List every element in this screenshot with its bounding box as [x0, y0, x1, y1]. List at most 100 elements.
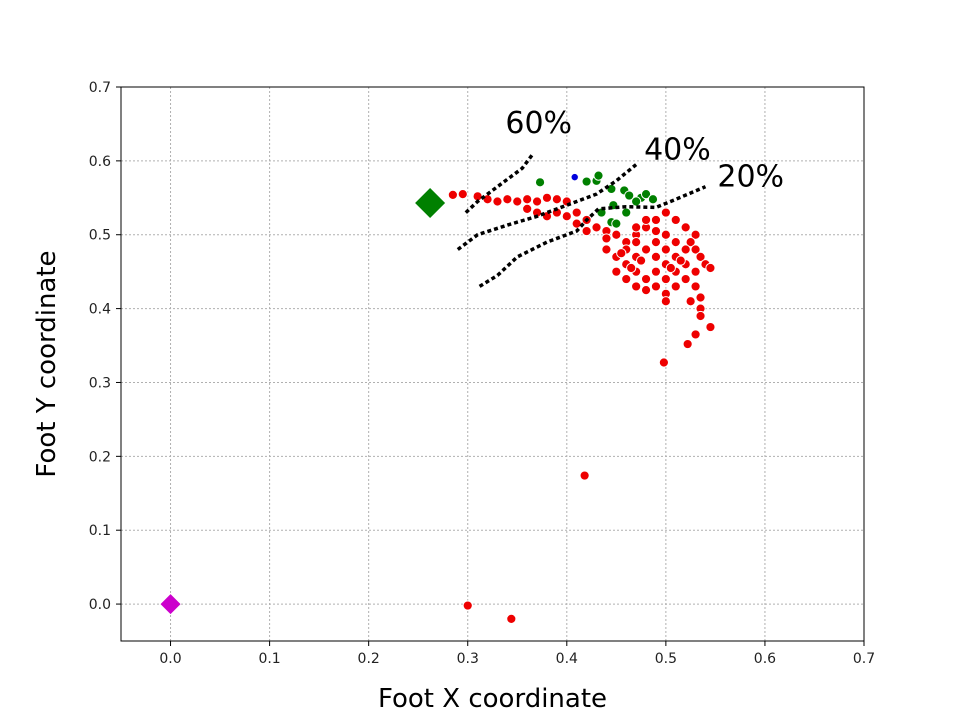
data-point: [551, 194, 562, 205]
data-point: [611, 229, 622, 240]
diamond-marker: [160, 594, 181, 615]
data-point: [650, 225, 662, 237]
x-tick-label: 0.7: [853, 651, 875, 667]
data-point: [611, 266, 622, 277]
data-point: [685, 296, 696, 307]
data-point: [631, 196, 642, 207]
data-point: [631, 237, 642, 248]
y-tick-label: 0.2: [89, 449, 111, 465]
data-point: [512, 196, 523, 207]
data-point: [690, 281, 701, 292]
data-point: [571, 207, 582, 218]
data-point: [561, 211, 572, 222]
threshold-line: [456, 163, 638, 251]
data-point: [650, 281, 662, 292]
data-point: [660, 296, 671, 307]
data-point: [492, 196, 503, 207]
data-point: [650, 251, 662, 262]
data-point: [601, 244, 612, 255]
data-point: [640, 189, 652, 200]
y-tick-label: 0.4: [89, 302, 111, 318]
data-point: [705, 321, 716, 333]
data-point: [690, 229, 701, 240]
data-point: [571, 218, 582, 229]
data-point: [695, 292, 706, 303]
y-tick-label: 0.5: [89, 228, 111, 244]
x-tick-label: 0.5: [655, 651, 677, 667]
data-point: [640, 273, 652, 285]
data-point: [624, 190, 635, 201]
data-point: [506, 613, 517, 624]
data-point: [591, 222, 602, 233]
data-point: [658, 357, 669, 368]
y-tick-label: 0.7: [89, 80, 111, 96]
annotations: 60% 40%20%: [456, 106, 784, 288]
threshold-line: [478, 185, 707, 288]
data-point: [581, 176, 592, 187]
plot-frame: [120, 86, 865, 642]
data-point: [650, 266, 662, 277]
data-points: [160, 170, 716, 624]
data-point: [462, 600, 473, 611]
data-point: [636, 255, 647, 266]
data-point: [640, 285, 652, 296]
data-point: [581, 225, 592, 237]
data-point: [685, 237, 696, 248]
data-point: [670, 281, 681, 292]
data-point: [616, 248, 627, 259]
data-point: [534, 177, 546, 188]
threshold-label: 60%: [505, 106, 572, 141]
data-point: [579, 470, 590, 481]
threshold-label: 20%: [717, 160, 784, 195]
data-point: [665, 262, 676, 274]
data-point: [647, 194, 659, 205]
x-tick-label: 0.1: [258, 651, 280, 667]
data-point: [570, 173, 579, 181]
y-axis-label: Foot Y coordinate: [32, 250, 62, 477]
data-point: [531, 196, 543, 207]
data-point: [631, 281, 642, 292]
data-point: [660, 229, 671, 240]
x-tick-label: 0.4: [556, 651, 578, 667]
x-tick-label: 0.3: [457, 651, 479, 667]
data-point: [631, 222, 642, 233]
diamond-marker: [415, 187, 446, 218]
data-point: [621, 273, 632, 285]
data-point: [457, 189, 468, 200]
y-tick-label: 0.1: [89, 523, 111, 539]
data-point: [541, 192, 553, 203]
data-point: [680, 222, 691, 233]
data-point: [522, 194, 533, 205]
data-point: [675, 255, 686, 266]
threshold-line: [464, 153, 534, 214]
data-point: [670, 237, 681, 248]
x-tick-label: 0.6: [754, 651, 776, 667]
data-point: [621, 207, 632, 218]
data-point: [690, 266, 701, 277]
y-tick-label: 0.3: [89, 375, 111, 391]
data-point: [682, 338, 693, 350]
data-point: [601, 233, 612, 244]
x-axis-label: Foot X coordinate: [378, 684, 607, 714]
data-point: [680, 273, 691, 285]
data-point: [502, 194, 513, 205]
data-point: [670, 214, 681, 226]
x-tick-label: 0.0: [159, 651, 181, 667]
data-point: [593, 170, 604, 181]
data-point: [705, 262, 716, 274]
y-tick-label: 0.6: [89, 154, 111, 170]
data-point: [660, 273, 671, 285]
data-point: [695, 310, 706, 322]
data-point: [626, 262, 637, 274]
data-point: [522, 203, 533, 214]
y-tick-label: 0.0: [89, 597, 111, 613]
data-point: [690, 244, 701, 255]
data-point: [660, 207, 671, 218]
data-point: [680, 244, 691, 255]
data-point: [640, 214, 652, 226]
data-point: [611, 218, 622, 229]
data-point: [650, 214, 662, 226]
data-point: [447, 189, 458, 200]
threshold-label: 40%: [644, 132, 711, 167]
